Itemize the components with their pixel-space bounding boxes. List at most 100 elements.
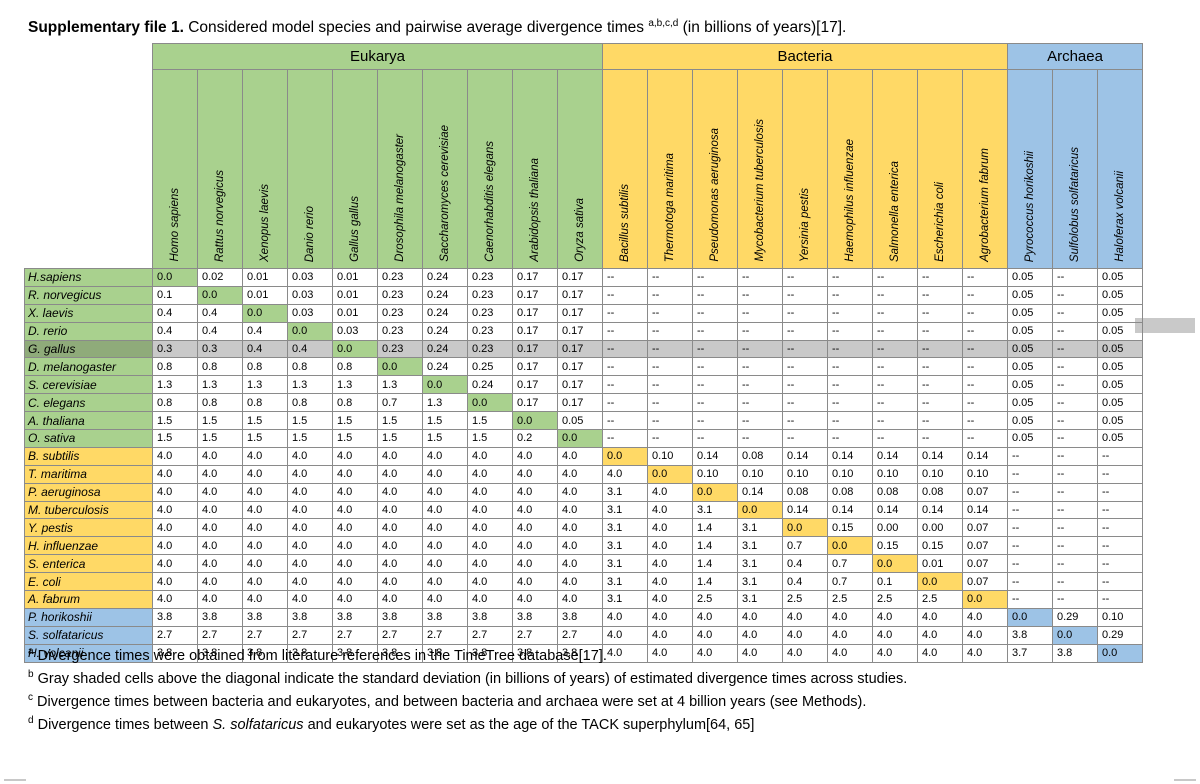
table-cell: 1.5 — [467, 429, 513, 448]
row-header: S. cerevisiae — [24, 375, 153, 395]
table-cell: 0.8 — [287, 393, 333, 413]
table-cell: 0.0 — [647, 464, 693, 484]
table-cell: 2.7 — [197, 625, 243, 645]
table-cell: 4.0 — [287, 590, 333, 609]
table-cell: 4.0 — [962, 643, 1008, 663]
table-cell: 0.0 — [557, 429, 603, 448]
table-cell: -- — [1097, 590, 1143, 609]
table-cell: -- — [962, 303, 1008, 323]
table-cell: 0.01 — [917, 554, 963, 574]
table-cell: 0.14 — [782, 446, 828, 466]
table-cell: -- — [602, 411, 648, 431]
column-header-label: Pyrococcus horikoshii — [1024, 150, 1036, 262]
table-cell: -- — [1052, 464, 1098, 484]
table-row: A. thaliana 1.5 1.5 1.5 1.5 1.5 1.5 1.5 1.5 0.0 0.… — [24, 411, 1143, 431]
table-cell: -- — [962, 357, 1008, 377]
table-cell: 1.5 — [242, 429, 288, 448]
table-cell: -- — [827, 285, 873, 305]
table-cell: 0.10 — [962, 464, 1008, 484]
table-cell: 0.8 — [152, 357, 198, 377]
row-header: S. solfataricus — [24, 625, 153, 645]
table-cell: 0.23 — [467, 303, 513, 323]
table-cell: -- — [827, 375, 873, 395]
table-cell: -- — [647, 303, 693, 323]
table-cell: 3.1 — [602, 590, 648, 609]
table-cell: 2.7 — [512, 625, 558, 645]
table-cell: 3.1 — [602, 554, 648, 574]
table-cell: -- — [1052, 411, 1098, 431]
table-cell: 4.0 — [827, 625, 873, 645]
table-cell: -- — [602, 357, 648, 377]
table-cell: 0.8 — [197, 393, 243, 413]
table-cell: 0.15 — [872, 536, 918, 556]
table-cell: 0.17 — [512, 357, 558, 377]
column-header: Saccharomyces cerevisiae — [422, 69, 468, 269]
table-cell: -- — [1007, 482, 1053, 502]
column-header-label: Pseudomonas aeruginosa — [709, 128, 721, 262]
table-cell: 4.0 — [242, 446, 288, 466]
table-cell: 4.0 — [647, 500, 693, 520]
table-cell: 4.0 — [332, 464, 378, 484]
column-header: Homo sapiens — [152, 69, 198, 269]
table-cell: 0.8 — [242, 357, 288, 377]
table-cell: 4.0 — [332, 554, 378, 574]
table-cell: 0.05 — [1007, 303, 1053, 323]
column-header: Drosophila melanogaster — [377, 69, 423, 269]
table-cell: 0.17 — [557, 321, 603, 341]
table-cell: -- — [917, 303, 963, 323]
table-cell: 0.08 — [782, 482, 828, 502]
table-cell: 4.0 — [332, 518, 378, 538]
table-cell: 0.17 — [512, 393, 558, 413]
table-cell: 2.7 — [467, 625, 513, 645]
table-cell: 4.0 — [467, 518, 513, 538]
table-cell: 4.0 — [332, 482, 378, 502]
table-cell: 0.17 — [512, 303, 558, 323]
table-cell: -- — [827, 357, 873, 377]
table-cell: -- — [1052, 572, 1098, 592]
table-cell: -- — [917, 393, 963, 413]
table-cell: 0.2 — [512, 429, 558, 448]
table-cell: -- — [827, 321, 873, 341]
table-row: P. horikoshii 3.8 3.8 3.8 3.8 3.8 3.8 3.8 3.8 3.8… — [24, 607, 1143, 627]
table-cell: 4.0 — [377, 572, 423, 592]
table-row: D. rerio 0.4 0.4 0.4 0.0 0.03 0.23 0.24 0.23 0.17… — [24, 321, 1143, 341]
table-cell: -- — [602, 321, 648, 341]
table-cell: -- — [1052, 321, 1098, 341]
table-cell: 1.3 — [242, 375, 288, 395]
table-cell: 1.5 — [152, 411, 198, 431]
table-cell: 0.8 — [152, 393, 198, 413]
table-cell: 4.0 — [512, 446, 558, 466]
column-header-label: Arabidopsis thaliana — [529, 158, 541, 262]
table-cell: -- — [782, 339, 828, 359]
table-cell: -- — [1097, 518, 1143, 538]
table-cell: 4.0 — [242, 518, 288, 538]
column-header-label: Yersinia pestis — [799, 187, 811, 262]
table-cell: 3.8 — [152, 643, 198, 663]
table-cell: 0.10 — [692, 464, 738, 484]
row-header: D. melanogaster — [24, 357, 153, 377]
table-cell: 0.24 — [422, 357, 468, 377]
table-cell: 0.14 — [827, 446, 873, 466]
table-cell: -- — [647, 357, 693, 377]
table-cell: 0.24 — [467, 375, 513, 395]
table-cell: -- — [872, 357, 918, 377]
table-cell: -- — [602, 268, 648, 287]
table-cell: 0.10 — [737, 464, 783, 484]
column-header: Salmonella enterica — [872, 69, 918, 269]
table-cell: 0.07 — [962, 536, 1008, 556]
row-header: H.sapiens — [24, 268, 153, 287]
table-cell: -- — [782, 285, 828, 305]
table-cell: 0.17 — [512, 285, 558, 305]
table-cell: -- — [1052, 375, 1098, 395]
table-cell: 4.0 — [557, 518, 603, 538]
table-cell: 1.5 — [422, 429, 468, 448]
table-cell: 0.0 — [242, 303, 288, 323]
table-cell: 4.0 — [152, 590, 198, 609]
table-cell: 0.23 — [377, 339, 423, 359]
table-cell: -- — [872, 411, 918, 431]
table-cell: -- — [1052, 339, 1098, 359]
table-cell: 0.07 — [962, 518, 1008, 538]
table-cell: 0.07 — [962, 554, 1008, 574]
table-cell: 0.14 — [917, 446, 963, 466]
table-cell: 0.15 — [917, 536, 963, 556]
